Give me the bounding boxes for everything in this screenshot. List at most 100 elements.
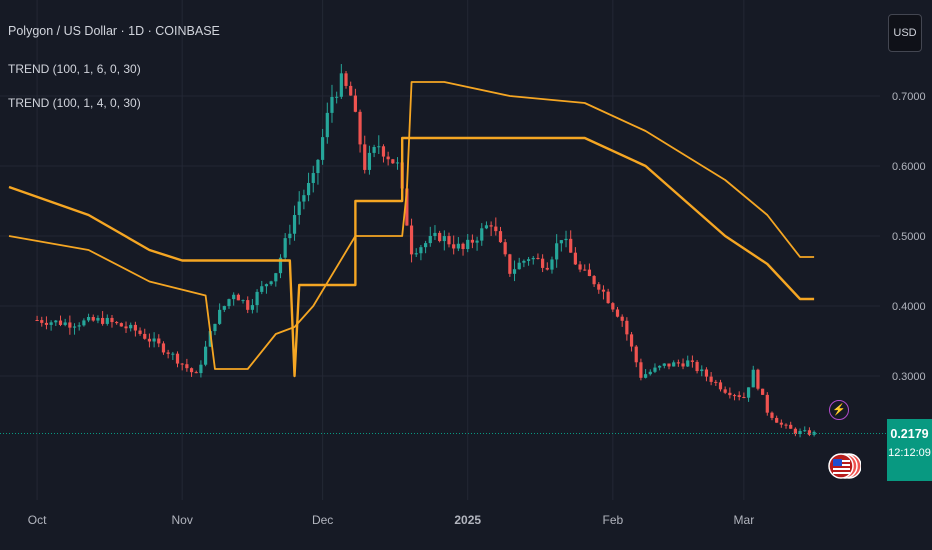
candle-body (138, 330, 142, 334)
candle-body (784, 424, 788, 426)
candle-body (555, 243, 559, 260)
candle-body (246, 300, 250, 310)
candle-body (147, 338, 152, 342)
time-tick-label: 2025 (454, 513, 481, 527)
candle-body (63, 322, 67, 325)
time-tick-label: Mar (734, 513, 755, 527)
price-axis[interactable]: 0.3000 0.4000 0.5000 0.6000 0.7000 (892, 91, 926, 383)
candle-body (559, 240, 563, 244)
bar-countdown: 12:12:09 (888, 447, 931, 459)
candle-body (124, 326, 128, 329)
candle-body (91, 317, 95, 321)
candle-body (737, 395, 741, 397)
candle-body (807, 430, 812, 435)
candle-body (690, 360, 695, 362)
indicator-legend-1[interactable]: TREND (100, 1, 6, 0, 30) (8, 62, 141, 76)
flag-stack-icon[interactable] (827, 446, 861, 484)
price-tick-label: 0.7000 (892, 91, 926, 103)
candle-body (489, 225, 493, 227)
candle-body (82, 320, 86, 326)
candle-body (72, 326, 77, 328)
candle-body (522, 260, 526, 263)
candle-body (447, 236, 451, 245)
candle-body (494, 226, 498, 232)
candle-body (564, 238, 568, 241)
candle-body (723, 389, 727, 393)
candle-body (386, 156, 390, 160)
candle-body (110, 317, 114, 323)
candle-body (569, 238, 573, 253)
candle-body (423, 243, 428, 248)
candle-body (643, 374, 648, 378)
candle-body (306, 182, 311, 196)
trend-line-2 (8, 81, 815, 370)
candle-body (377, 146, 381, 148)
candle-body (302, 195, 306, 202)
candle-body (470, 239, 475, 243)
candle-body (180, 363, 184, 365)
grid-lines (0, 0, 880, 500)
candle-body (278, 257, 283, 274)
candle-body (611, 303, 615, 310)
currency-button[interactable]: USD (888, 14, 922, 52)
indicator-legend-2[interactable]: TREND (100, 1, 4, 0, 30) (8, 96, 141, 110)
candle-body (236, 294, 240, 301)
candle-body (526, 259, 531, 261)
candle-body (728, 392, 732, 396)
candle-body (512, 269, 517, 274)
candle-body (793, 428, 797, 434)
candle-body (335, 96, 339, 98)
candle-body (789, 424, 793, 429)
candle-body (803, 430, 807, 432)
candle-body (232, 294, 236, 300)
candle-body (35, 320, 39, 321)
candle-body (381, 146, 386, 157)
candle-body (283, 238, 287, 258)
symbol-title[interactable]: Polygon / US Dollar · 1D · COINBASE (8, 24, 220, 38)
candle-body (68, 322, 72, 328)
candle-body (541, 258, 545, 268)
price-tick-label: 0.3000 (892, 371, 926, 383)
candle-body (756, 369, 760, 389)
candle-body (133, 324, 137, 331)
candle-body (77, 325, 81, 327)
candle-body (419, 247, 423, 254)
candle-body (583, 269, 587, 271)
candle-body (297, 201, 301, 216)
candle-body (592, 276, 596, 285)
candle-body (274, 273, 278, 282)
time-axis[interactable]: Oct Nov Dec 2025 Feb Mar (28, 513, 754, 527)
candle-body (456, 243, 460, 249)
candle-body (812, 431, 816, 435)
lightning-icon[interactable]: ⚡ (829, 400, 849, 420)
candle-body (620, 316, 624, 321)
candle-body (732, 395, 737, 397)
candle-body (714, 381, 718, 383)
candle-body (615, 309, 620, 317)
candle-body (765, 394, 769, 413)
price-tick-label: 0.4000 (892, 301, 926, 313)
candle-body (372, 146, 376, 153)
price-tick-label: 0.5000 (892, 231, 926, 243)
candle-body (648, 371, 652, 375)
candle-body (213, 323, 217, 332)
candle-body (405, 188, 409, 226)
candle-body (461, 243, 465, 249)
candle-body (751, 369, 755, 388)
candle-body (639, 362, 643, 378)
candle-body (349, 85, 353, 96)
candle-body (119, 323, 123, 327)
candle-body (452, 244, 456, 249)
candle-body (58, 320, 63, 325)
candle-body (438, 232, 442, 242)
time-tick-label: Dec (312, 513, 333, 527)
candle-body (367, 152, 372, 170)
candle-body (709, 376, 713, 382)
candle-body (339, 73, 343, 97)
candle-body (96, 317, 100, 321)
candle-body (194, 372, 198, 374)
trend-line-1 (8, 136, 815, 378)
candle-body (658, 365, 662, 368)
